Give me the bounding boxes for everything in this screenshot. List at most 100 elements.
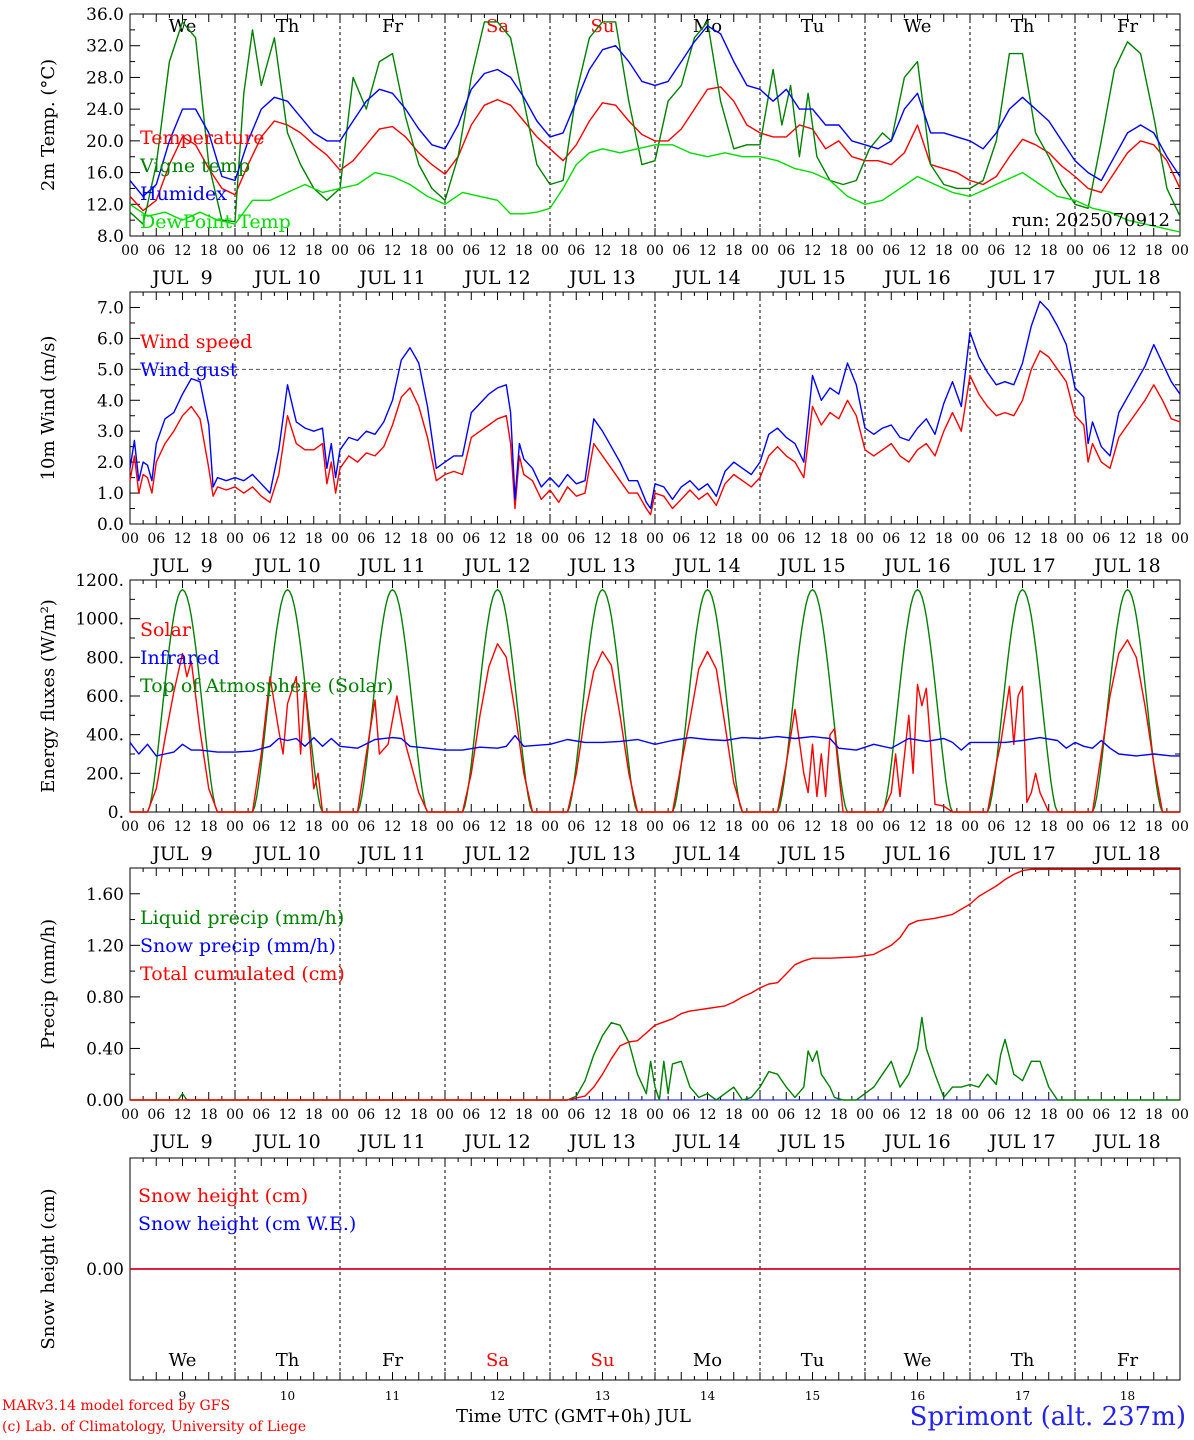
hour-tick-label: 18 <box>410 531 428 547</box>
hour-tick-label: 18 <box>200 531 218 547</box>
hour-tick-label: 12 <box>1119 243 1137 259</box>
hour-tick-label: 12 <box>384 531 402 547</box>
hour-tick-label: 00 <box>1171 1107 1189 1123</box>
date-label: JUL 17 <box>987 555 1055 577</box>
hour-tick-label: 12 <box>279 243 297 259</box>
hour-tick-label: 00 <box>1066 1107 1084 1123</box>
hour-tick-label: 06 <box>462 1107 480 1123</box>
hour-tick-label: 00 <box>961 531 979 547</box>
y-tick-label: 0.00 <box>86 1260 124 1280</box>
date-label: JUL 12 <box>462 843 530 865</box>
hour-tick-label: 06 <box>147 243 165 259</box>
hour-tick-label: 12 <box>1119 1107 1137 1123</box>
legend-entry: Liquid precip (mm/h) <box>140 907 344 929</box>
date-label: JUL 10 <box>252 1131 320 1153</box>
series-line <box>129 25 1181 198</box>
hour-tick-label: 00 <box>121 1107 139 1123</box>
hour-tick-label: 06 <box>567 1107 585 1123</box>
hour-tick-label: 00 <box>646 243 664 259</box>
y-tick-label: 600. <box>86 687 124 707</box>
hour-tick-label: 06 <box>672 819 690 835</box>
hour-tick-label: 06 <box>882 1107 900 1123</box>
hour-tick-label: 12 <box>909 1107 927 1123</box>
y-tick-label: 0. <box>108 803 124 823</box>
hour-tick-label: 18 <box>515 243 533 259</box>
day-abbr-label: Sa <box>486 16 509 37</box>
hour-tick-label: 00 <box>961 243 979 259</box>
hour-tick-label: 18 <box>1040 819 1058 835</box>
y-tick-label: 200. <box>86 764 124 784</box>
hour-tick-label: 00 <box>541 243 559 259</box>
hour-tick-label: 06 <box>777 1107 795 1123</box>
day-number-label: 9 <box>179 1389 187 1403</box>
date-label: JUL 13 <box>567 267 635 289</box>
hour-tick-label: 12 <box>279 819 297 835</box>
legend-entry: Wind gust <box>140 359 238 381</box>
hour-tick-label: 06 <box>147 531 165 547</box>
hour-tick-label: 12 <box>804 819 822 835</box>
hour-tick-label: 18 <box>1145 243 1163 259</box>
date-label: JUL 16 <box>882 1131 950 1153</box>
hour-tick-label: 06 <box>252 819 270 835</box>
date-label: JUL 15 <box>777 1131 845 1153</box>
legend-entry: Infrared <box>140 647 220 669</box>
hour-tick-label: 18 <box>830 243 848 259</box>
hour-tick-label: 18 <box>1040 1107 1058 1123</box>
hour-tick-label: 12 <box>384 243 402 259</box>
date-label: JUL 10 <box>252 267 320 289</box>
date-label: JUL 17 <box>987 843 1055 865</box>
hour-tick-label: 00 <box>1066 243 1084 259</box>
hour-tick-label: 06 <box>777 819 795 835</box>
hour-tick-label: 06 <box>1092 531 1110 547</box>
legend-entry: Snow height (cm W.E.) <box>138 1213 356 1235</box>
y-tick-label: 8.0 <box>97 227 124 247</box>
hour-tick-label: 18 <box>200 819 218 835</box>
hour-tick-label: 06 <box>147 819 165 835</box>
hour-tick-label: 18 <box>305 1107 323 1123</box>
hour-tick-label: 00 <box>331 1107 349 1123</box>
hour-tick-label: 00 <box>541 1107 559 1123</box>
date-label: JUL 18 <box>1092 555 1160 577</box>
hour-tick-label: 12 <box>489 243 507 259</box>
hour-tick-label: 18 <box>515 1107 533 1123</box>
date-label: JUL 12 <box>462 1131 530 1153</box>
run-annotation: run: 2025070912 <box>1012 210 1170 231</box>
date-label: JUL 14 <box>672 267 740 289</box>
legend-entry: Wind speed <box>140 331 252 353</box>
hour-tick-label: 12 <box>594 243 612 259</box>
date-label: JUL 11 <box>357 267 425 289</box>
hour-tick-label: 00 <box>1171 819 1189 835</box>
day-abbr-label: Th <box>276 16 300 37</box>
y-tick-label: 2.0 <box>97 453 124 473</box>
y-tick-label: 20.0 <box>86 132 124 152</box>
hour-tick-label: 18 <box>935 819 953 835</box>
date-label: JUL 12 <box>462 267 530 289</box>
series-line <box>130 868 1180 1101</box>
day-number-label: 10 <box>280 1389 295 1403</box>
day-abbr-label: Sa <box>486 1350 509 1371</box>
date-label: JUL 14 <box>672 555 740 577</box>
hour-tick-label: 18 <box>725 819 743 835</box>
hour-tick-label: 00 <box>751 1107 769 1123</box>
date-label: JUL 10 <box>252 843 320 865</box>
y-tick-label: 400. <box>86 726 124 746</box>
date-label: JUL 18 <box>1092 843 1160 865</box>
hour-tick-label: 12 <box>489 531 507 547</box>
hour-tick-label: 00 <box>961 819 979 835</box>
hour-tick-label: 18 <box>515 531 533 547</box>
hour-tick-label: 06 <box>567 819 585 835</box>
date-label: JUL 15 <box>777 843 845 865</box>
y-tick-label: 1.20 <box>86 936 124 956</box>
hour-tick-label: 18 <box>830 1107 848 1123</box>
hour-tick-label: 18 <box>305 243 323 259</box>
hour-tick-label: 18 <box>620 819 638 835</box>
hour-tick-label: 12 <box>384 819 402 835</box>
y-tick-label: 1.60 <box>86 885 124 905</box>
hour-tick-label: 06 <box>147 1107 165 1123</box>
legend-entry: Total cumulated (cm) <box>140 963 345 985</box>
hour-tick-label: 06 <box>462 243 480 259</box>
hour-tick-label: 00 <box>121 243 139 259</box>
hour-tick-label: 12 <box>279 1107 297 1123</box>
hour-tick-label: 12 <box>174 243 192 259</box>
day-number-label: 16 <box>910 1389 925 1403</box>
